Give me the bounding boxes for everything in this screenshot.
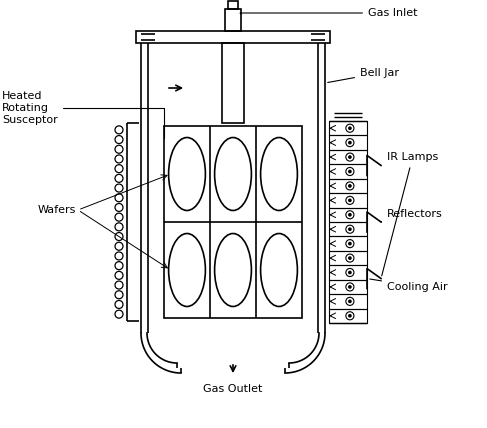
Circle shape — [349, 170, 351, 172]
Circle shape — [349, 243, 351, 245]
Bar — [222, 43, 244, 123]
Circle shape — [349, 199, 351, 202]
Text: Gas Outlet: Gas Outlet — [203, 384, 262, 394]
Text: IR Lamps: IR Lamps — [382, 152, 438, 276]
Bar — [329, 294, 367, 309]
Text: Bell Jar: Bell Jar — [328, 68, 399, 83]
Bar — [228, 1, 238, 9]
Bar — [329, 236, 367, 251]
Bar — [329, 193, 367, 208]
Circle shape — [349, 257, 351, 259]
Circle shape — [349, 214, 351, 216]
Bar — [329, 265, 367, 280]
Text: Wafers: Wafers — [38, 205, 76, 215]
Text: Cooling Air: Cooling Air — [370, 279, 448, 291]
Bar — [164, 126, 302, 318]
Bar — [329, 208, 367, 222]
Bar — [329, 179, 367, 193]
Text: Heated
Rotating
Susceptor: Heated Rotating Susceptor — [2, 92, 164, 138]
Text: Gas Inlet: Gas Inlet — [240, 8, 417, 18]
Bar — [329, 309, 367, 323]
Text: Reflectors: Reflectors — [381, 209, 443, 222]
Bar — [329, 251, 367, 265]
Bar — [329, 280, 367, 294]
Circle shape — [349, 228, 351, 230]
Circle shape — [349, 127, 351, 129]
Circle shape — [349, 286, 351, 288]
Circle shape — [349, 271, 351, 273]
Bar — [136, 31, 330, 43]
Bar — [329, 150, 367, 164]
Circle shape — [349, 300, 351, 303]
Bar — [329, 222, 367, 236]
Circle shape — [349, 315, 351, 317]
Circle shape — [349, 185, 351, 187]
Bar — [329, 164, 367, 179]
Bar — [329, 121, 367, 135]
Bar — [329, 135, 367, 150]
Bar — [225, 9, 241, 31]
Circle shape — [349, 156, 351, 158]
Circle shape — [349, 142, 351, 144]
